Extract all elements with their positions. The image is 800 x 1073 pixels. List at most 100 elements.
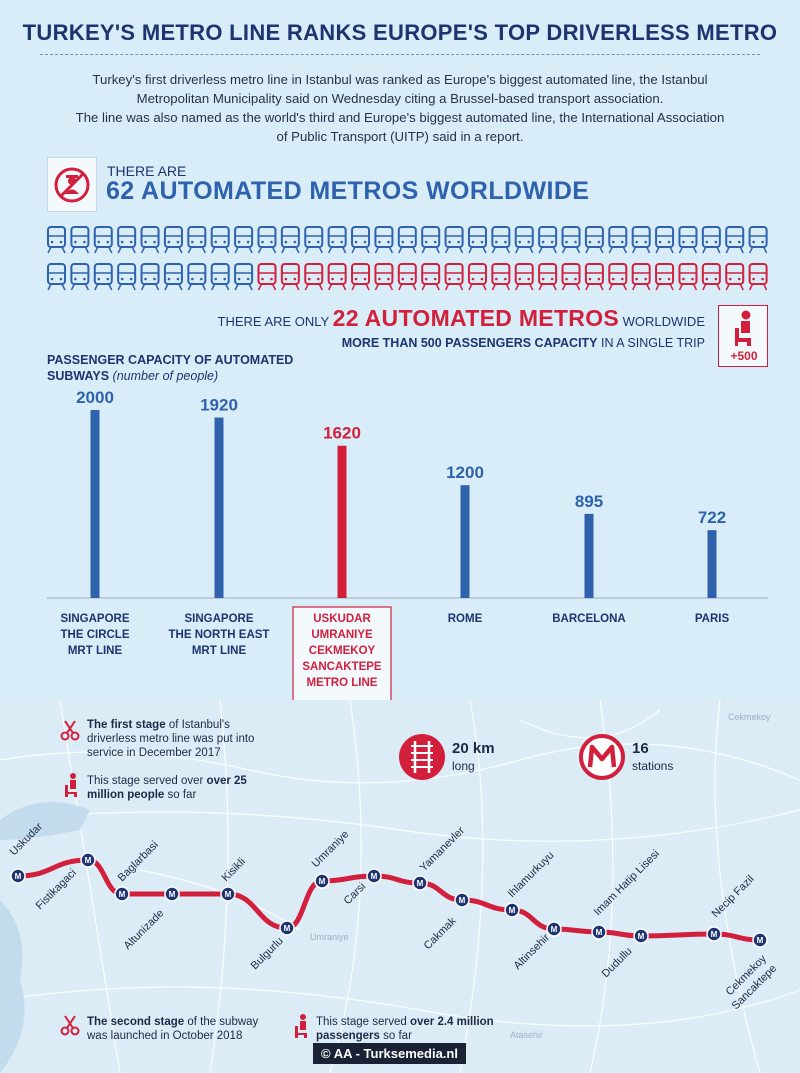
stage1-bold: The first stage xyxy=(87,719,166,731)
credit-label: © AA - Turksemedia.nl xyxy=(313,1043,466,1064)
station-marker: M xyxy=(366,868,382,884)
svg-text:M: M xyxy=(596,928,603,937)
bar-value-label: 895 xyxy=(575,492,603,511)
train-icon xyxy=(257,226,277,254)
bar-value-label: 1920 xyxy=(200,396,238,415)
train-icon xyxy=(421,226,441,254)
train-icon xyxy=(444,226,464,254)
svg-text:M: M xyxy=(509,906,516,915)
page-title: TURKEY'S METRO LINE RANKS EUROPE'S TOP D… xyxy=(22,20,778,45)
metro-logo-icon xyxy=(579,734,625,780)
svg-text:M: M xyxy=(119,890,126,899)
stations-unit: stations xyxy=(632,759,674,773)
stage2-served-end: so far xyxy=(383,1030,412,1042)
station-marker: M xyxy=(412,875,428,891)
station-marker: M xyxy=(279,920,295,936)
train-icon xyxy=(608,226,628,254)
water-area xyxy=(0,900,25,1073)
train-icon xyxy=(584,226,604,254)
train-icon xyxy=(163,263,183,291)
intro-line: The line was also named as the world's t… xyxy=(75,110,725,125)
bar xyxy=(460,485,470,598)
train-icon xyxy=(725,226,745,254)
stage1-served-text: This stage served over xyxy=(87,775,204,787)
only-22-statement: THERE ARE ONLY 22 AUTOMATED METROS WORLD… xyxy=(218,305,706,332)
bar xyxy=(584,513,594,598)
passenger-badge: +500 xyxy=(718,305,768,367)
category-label: THE NORTH EAST xyxy=(169,629,270,641)
category-label: USKUDAR xyxy=(313,613,371,625)
train-icon xyxy=(93,226,113,254)
train-icon xyxy=(631,263,651,291)
train-icon xyxy=(280,226,300,254)
length-value: 20 km xyxy=(452,740,495,757)
category-label: UMRANIYE xyxy=(311,629,373,641)
train-icon xyxy=(374,226,394,254)
svg-text:M: M xyxy=(85,856,92,865)
train-icon xyxy=(561,226,581,254)
station-marker: M xyxy=(504,902,520,918)
bar xyxy=(90,410,100,598)
bar xyxy=(707,530,717,598)
svg-text:M: M xyxy=(319,877,326,886)
train-icon xyxy=(93,263,113,291)
train-icon xyxy=(491,263,511,291)
railway-icon xyxy=(399,734,445,780)
train-icon xyxy=(327,226,347,254)
train-icon xyxy=(655,226,675,254)
category-label: SINGAPORE xyxy=(184,613,253,625)
stage1-rest: of Istanbul's driverless metro line was … xyxy=(87,719,255,759)
only-suffix: WORLDWIDE xyxy=(622,314,705,329)
train-icon xyxy=(234,226,254,254)
category-label: SINGAPORE xyxy=(60,613,129,625)
train-icon xyxy=(187,226,207,254)
svg-text:M: M xyxy=(15,872,22,881)
bar xyxy=(337,445,347,598)
svg-text:M: M xyxy=(638,932,645,941)
category-label: ROME xyxy=(448,613,483,625)
intro-line: Turkey's first driverless metro line in … xyxy=(92,72,708,87)
train-icon xyxy=(538,263,558,291)
category-label: SANCAKTEPE xyxy=(302,661,382,673)
bar-value-label: 722 xyxy=(698,508,726,527)
bar xyxy=(214,417,224,598)
only-highlight: 22 AUTOMATED METROS xyxy=(332,305,620,331)
train-icon xyxy=(351,226,371,254)
station-marker: M xyxy=(706,926,722,942)
stage2-bold: The second stage xyxy=(87,1016,185,1028)
train-icon xyxy=(70,226,90,254)
worldwide-headline: 62 AUTOMATED METROS WORLDWIDE xyxy=(106,177,590,205)
train-icon xyxy=(725,263,745,291)
station-marker: M xyxy=(591,924,607,940)
water-area xyxy=(0,802,90,840)
only-prefix: THERE ARE ONLY xyxy=(217,314,330,329)
no-driver-icon xyxy=(47,157,97,212)
svg-text:M: M xyxy=(711,930,718,939)
train-icon-row xyxy=(47,226,768,254)
train-icon xyxy=(117,263,137,291)
stage2-served-bold: over 2.4 million passengers xyxy=(316,1016,494,1042)
svg-text:M: M xyxy=(169,890,176,899)
stage1-served-end: so far xyxy=(167,789,197,801)
map-area-label: Cekmekoy xyxy=(728,712,771,722)
train-icon xyxy=(584,263,604,291)
chart-title-text: PASSENGER CAPACITY OF AUTOMATED SUBWAYS xyxy=(47,353,294,383)
train-icon xyxy=(397,226,417,254)
train-icon xyxy=(631,226,651,254)
station-marker: M xyxy=(546,921,562,937)
highlight-label-box xyxy=(292,606,392,705)
train-icon xyxy=(327,263,347,291)
category-label: MRT LINE xyxy=(192,645,247,657)
station-marker: M xyxy=(752,932,768,948)
stage2-rest: of the subway was launched in October 20… xyxy=(87,1016,259,1042)
capacity-bold: MORE THAN 500 PASSENGERS CAPACITY xyxy=(341,336,598,350)
scissors-icon xyxy=(60,720,80,741)
train-icon xyxy=(47,226,66,254)
train-icon xyxy=(257,263,277,291)
category-label: MRT LINE xyxy=(68,645,123,657)
train-icon xyxy=(374,263,394,291)
capacity-statement: MORE THAN 500 PASSENGERS CAPACITY IN A S… xyxy=(342,336,705,350)
train-icon xyxy=(351,263,371,291)
train-icon xyxy=(397,263,417,291)
train-icon xyxy=(140,226,160,254)
